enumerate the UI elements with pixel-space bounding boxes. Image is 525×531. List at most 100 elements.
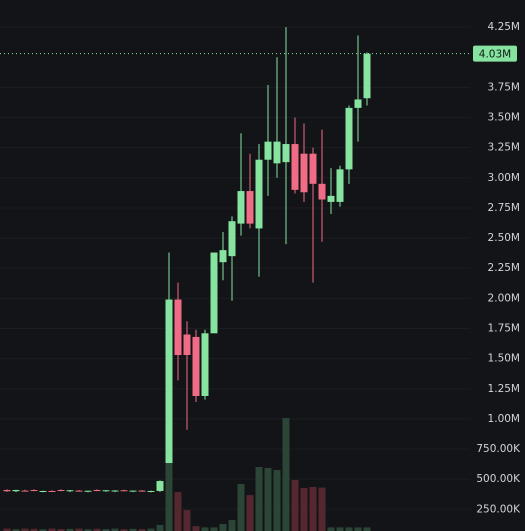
candle-body bbox=[84, 490, 92, 492]
candle-body bbox=[93, 490, 101, 492]
y-tick-label: 500.00K bbox=[476, 473, 521, 485]
volume-bar bbox=[111, 528, 119, 531]
volume-bar bbox=[39, 529, 47, 531]
y-tick-label: 250.00K bbox=[476, 503, 521, 515]
candle bbox=[39, 490, 47, 493]
volume-bar bbox=[327, 527, 335, 531]
volume-bar bbox=[273, 470, 281, 531]
candle-body bbox=[219, 250, 227, 263]
candle-body bbox=[12, 490, 20, 492]
y-tick-label: 2.50M bbox=[488, 232, 520, 244]
candle-body bbox=[273, 141, 281, 164]
candle-body bbox=[129, 490, 137, 492]
volume-bar bbox=[102, 529, 110, 531]
candle-body bbox=[3, 490, 11, 492]
volume-bar bbox=[66, 528, 74, 531]
candle bbox=[48, 490, 56, 492]
y-tick-label: 3.25M bbox=[488, 142, 520, 154]
candle bbox=[255, 144, 263, 277]
candle-body bbox=[57, 490, 65, 492]
candle-body bbox=[48, 490, 56, 492]
candle-body bbox=[75, 490, 83, 492]
candle bbox=[165, 252, 173, 464]
candle-body bbox=[300, 153, 308, 193]
candle bbox=[291, 117, 299, 194]
candle bbox=[300, 123, 308, 202]
volume-bar bbox=[219, 524, 227, 531]
volume-bar bbox=[237, 483, 245, 531]
volume-bar bbox=[318, 487, 326, 531]
volume-bar bbox=[156, 524, 164, 531]
volume-bar bbox=[84, 529, 92, 531]
candle bbox=[57, 489, 65, 492]
volume-bar bbox=[354, 527, 362, 531]
candle bbox=[156, 480, 164, 492]
candle-body bbox=[336, 169, 344, 202]
candle-body bbox=[39, 490, 47, 492]
candle-body bbox=[66, 490, 74, 492]
y-tick-label: 2.00M bbox=[488, 292, 520, 304]
volume-bar bbox=[300, 487, 308, 531]
volume-bar bbox=[21, 528, 29, 531]
y-tick-label: 3.00M bbox=[488, 172, 520, 184]
last-price-box bbox=[473, 45, 517, 62]
candle bbox=[93, 489, 101, 492]
volume-bar bbox=[363, 527, 371, 531]
volume-bar bbox=[183, 510, 191, 531]
candle bbox=[345, 105, 353, 184]
candle bbox=[219, 232, 227, 281]
volume-bar bbox=[345, 527, 353, 531]
candle bbox=[84, 490, 92, 493]
candle bbox=[66, 490, 74, 493]
volume-bar bbox=[282, 418, 290, 531]
candle-body bbox=[192, 336, 200, 396]
candle bbox=[336, 165, 344, 207]
candle-body bbox=[228, 221, 236, 257]
candle-body bbox=[255, 159, 263, 229]
volume-bar bbox=[165, 449, 173, 531]
candle-body bbox=[147, 490, 155, 492]
candle-body bbox=[201, 333, 209, 396]
volume-bar bbox=[264, 467, 272, 531]
candle bbox=[102, 490, 110, 492]
candle bbox=[201, 329, 209, 400]
volume-bar bbox=[228, 520, 236, 531]
candle bbox=[210, 252, 218, 334]
candle bbox=[75, 490, 83, 492]
candle bbox=[12, 489, 20, 493]
candle-body bbox=[21, 490, 29, 492]
candle-body bbox=[30, 490, 38, 492]
y-tick-label: 1.25M bbox=[488, 383, 520, 395]
candle bbox=[318, 129, 326, 242]
volume-bar bbox=[291, 480, 299, 531]
volume-bar bbox=[210, 527, 218, 531]
volume-bar bbox=[147, 528, 155, 531]
y-tick-label: 3.50M bbox=[488, 112, 520, 124]
volume-bar bbox=[3, 528, 11, 531]
candle bbox=[3, 489, 11, 492]
volume-bar bbox=[48, 528, 56, 531]
volume-bar bbox=[336, 527, 344, 531]
candle bbox=[129, 490, 137, 493]
volume-bar bbox=[246, 495, 254, 531]
candle bbox=[228, 216, 236, 301]
candle-body bbox=[102, 490, 110, 492]
candle bbox=[273, 57, 281, 178]
volume-bar bbox=[93, 528, 101, 531]
volume-bar bbox=[57, 529, 65, 531]
candle bbox=[192, 329, 200, 403]
volume-bar bbox=[12, 529, 20, 531]
candle-body bbox=[327, 195, 335, 202]
y-tick-label: 750.00K bbox=[476, 443, 521, 455]
candle-body bbox=[291, 144, 299, 190]
candle bbox=[327, 168, 335, 214]
candle bbox=[264, 84, 272, 196]
candle bbox=[246, 153, 254, 229]
candle-body bbox=[237, 191, 245, 224]
last-price-label: 4.03M bbox=[479, 49, 511, 61]
y-tick-label: 1.50M bbox=[488, 353, 520, 365]
y-tick-label: 3.75M bbox=[488, 81, 520, 93]
candle-body bbox=[174, 299, 182, 356]
